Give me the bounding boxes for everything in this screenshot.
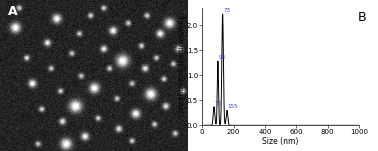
Text: A: A xyxy=(8,5,17,18)
Text: B: B xyxy=(358,11,367,24)
Text: 98: 98 xyxy=(218,55,225,60)
X-axis label: Size (nm): Size (nm) xyxy=(262,137,299,146)
Text: 73: 73 xyxy=(214,101,222,106)
Y-axis label: Concentration (particles/mL): Concentration (particles/mL) xyxy=(179,16,186,117)
Text: 155: 155 xyxy=(228,104,238,109)
Text: 73: 73 xyxy=(223,8,230,13)
